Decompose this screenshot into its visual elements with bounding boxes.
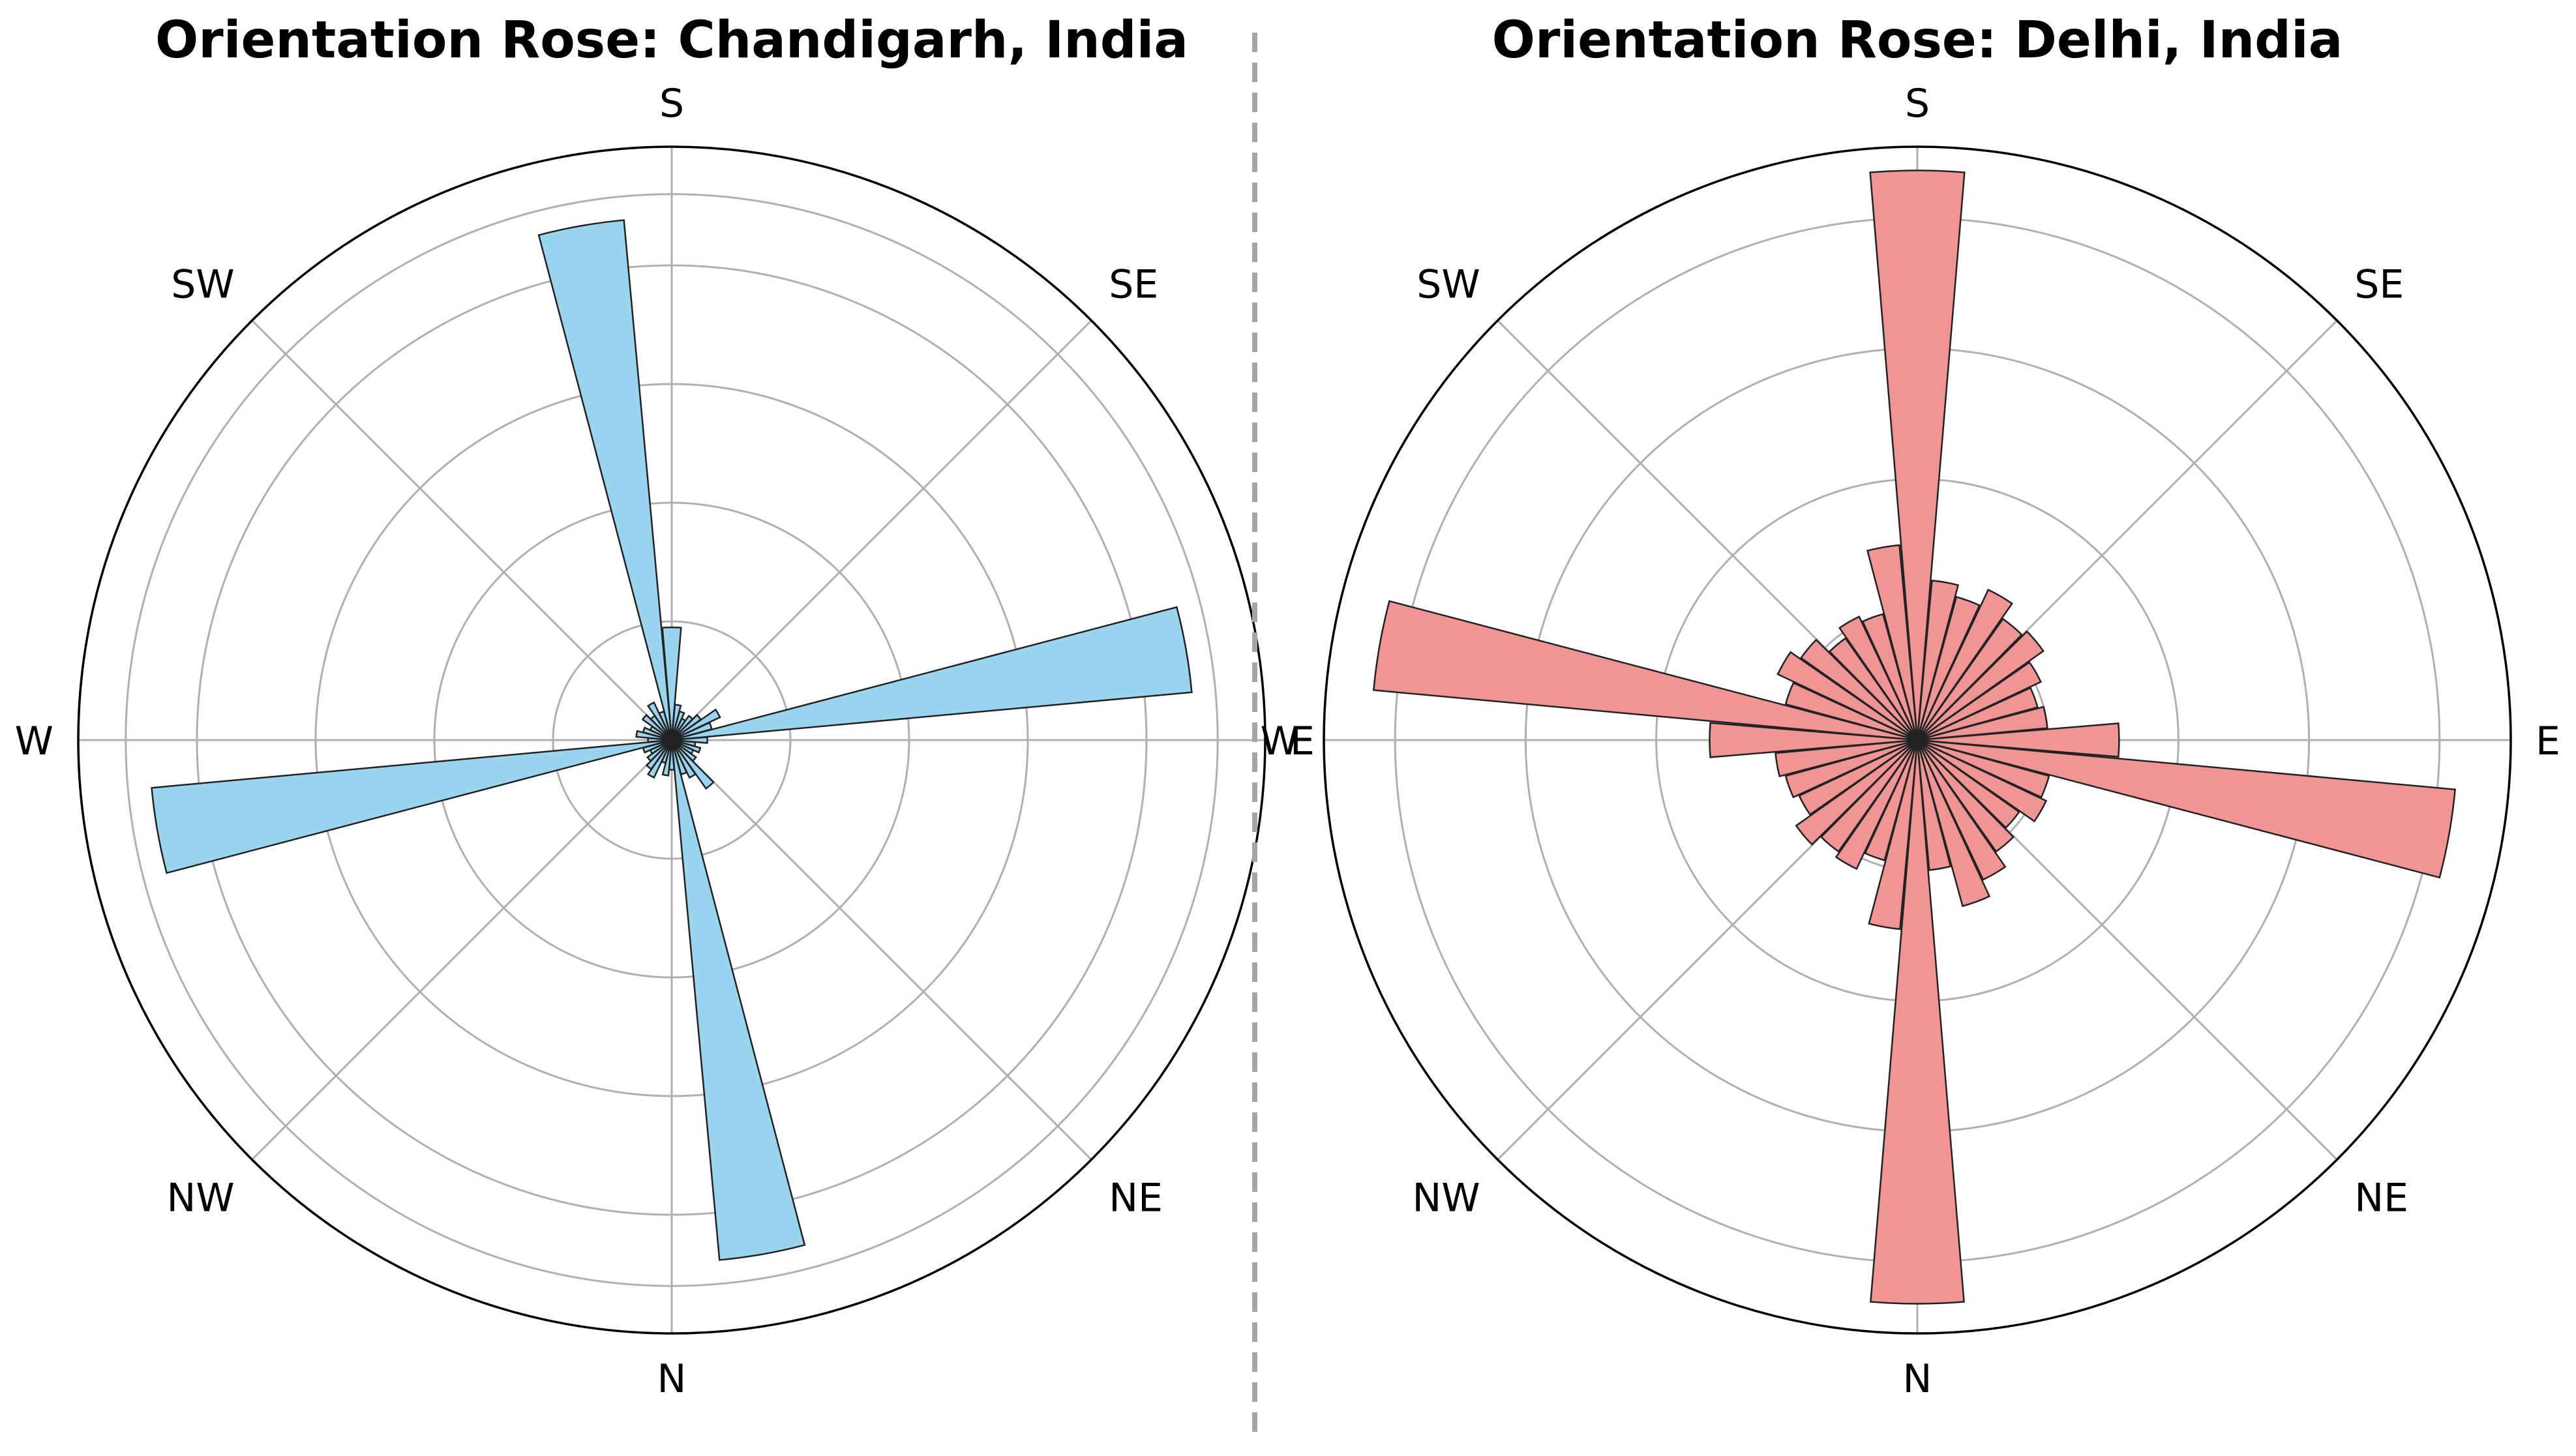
- rose-bar: [151, 739, 672, 874]
- rose-bar: [1917, 661, 2042, 741]
- rose-bar: [1916, 739, 2007, 881]
- direction-label-w: W: [15, 719, 53, 764]
- rose-bar: [1916, 588, 2013, 741]
- rose-bar: [1917, 722, 2120, 758]
- rose-bar: [1917, 739, 2020, 829]
- rose-bar: [671, 708, 721, 741]
- angular-gridline: [251, 319, 673, 741]
- direction-label-sw: SW: [1416, 262, 1480, 308]
- rose-bar: [670, 739, 715, 790]
- chart-title-delhi: Orientation Rose: Delhi, India: [1492, 11, 2343, 70]
- rose-bar: [1917, 739, 2048, 823]
- direction-label-n: N: [1903, 1356, 1932, 1402]
- direction-label-s: S: [1905, 81, 1930, 126]
- rose-bar: [1916, 595, 1981, 741]
- rose-bar: [537, 219, 673, 741]
- chart-title-chandigarh: Orientation Rose: Chandigarh, India: [155, 11, 1188, 70]
- direction-label-sw: SW: [171, 262, 234, 308]
- rose-bar: [1709, 722, 1918, 758]
- direction-label-w: W: [1261, 719, 1299, 764]
- direction-labels: S SE E NE N NW W SW: [1261, 81, 2560, 1402]
- rose-bar: [670, 739, 697, 779]
- rose-bar: [646, 739, 672, 762]
- bars: [1372, 170, 2456, 1305]
- rose-bar: [1798, 739, 1918, 816]
- rose-bar: [1917, 630, 2044, 741]
- rose-bar: [671, 606, 1193, 741]
- rose-bar: [1917, 706, 2048, 741]
- angular-gridline: [251, 739, 673, 1161]
- rose-bar: [1869, 170, 1966, 741]
- polar-frame: [77, 145, 1266, 1335]
- direction-label-nw: NW: [166, 1175, 234, 1221]
- angular-gridline: [670, 739, 1092, 1161]
- rose-bar: [1916, 739, 2015, 853]
- direction-label-se: SE: [1109, 262, 1158, 308]
- direction-labels: S SE E NE N NW W SW: [15, 81, 1315, 1402]
- polar-frame: [1323, 145, 2512, 1335]
- rose-bar: [1838, 616, 1919, 741]
- rose-bar: [1828, 637, 1919, 741]
- bars: [151, 219, 1193, 1261]
- rose-bar: [661, 626, 682, 741]
- rose-bar: [1372, 600, 1918, 741]
- rose-bar: [1866, 544, 1919, 741]
- rose-bar: [1917, 739, 2050, 799]
- rose-chart-delhi: Orientation Rose: Delhi, India S SE E NE N NW…: [1261, 11, 2560, 1402]
- rose-bar: [1795, 739, 1918, 846]
- rose-bar: [670, 739, 806, 1261]
- polar-grid: [78, 147, 1265, 1333]
- rose-bar: [1784, 739, 1918, 799]
- rose-bar: [1917, 739, 2456, 879]
- rose-bar: [1799, 638, 1918, 741]
- rose-chart-chandigarh: Orientation Rose: Chandigarh, India S SE E…: [15, 11, 1315, 1402]
- rose-bar: [1784, 681, 1918, 741]
- direction-label-e: E: [2536, 719, 2560, 764]
- direction-label-ne: NE: [1109, 1175, 1163, 1221]
- direction-label-s: S: [659, 81, 684, 126]
- direction-label-se: SE: [2354, 262, 2404, 308]
- direction-label-n: N: [657, 1356, 687, 1402]
- direction-label-ne: NE: [2354, 1175, 2408, 1221]
- direction-label-nw: NW: [1412, 1175, 1480, 1221]
- rose-bar: [1776, 651, 1918, 741]
- rose-bar: [1861, 613, 1919, 741]
- rose-bar: [1916, 739, 1952, 871]
- rose-bar: [1917, 687, 2039, 741]
- rose-bar: [1870, 739, 1965, 1305]
- rose-bar: [1916, 617, 2023, 741]
- rose-bar: [1835, 739, 1919, 870]
- rose-bar: [646, 701, 673, 741]
- rose-bar: [1775, 739, 1918, 778]
- rose-bar: [1820, 739, 1919, 853]
- rose-bar: [671, 736, 708, 744]
- rose-bar: [1916, 739, 1991, 908]
- direction-label-e: E: [1290, 719, 1315, 764]
- rose-bar: [1864, 739, 1919, 861]
- angular-gridline: [670, 319, 1092, 741]
